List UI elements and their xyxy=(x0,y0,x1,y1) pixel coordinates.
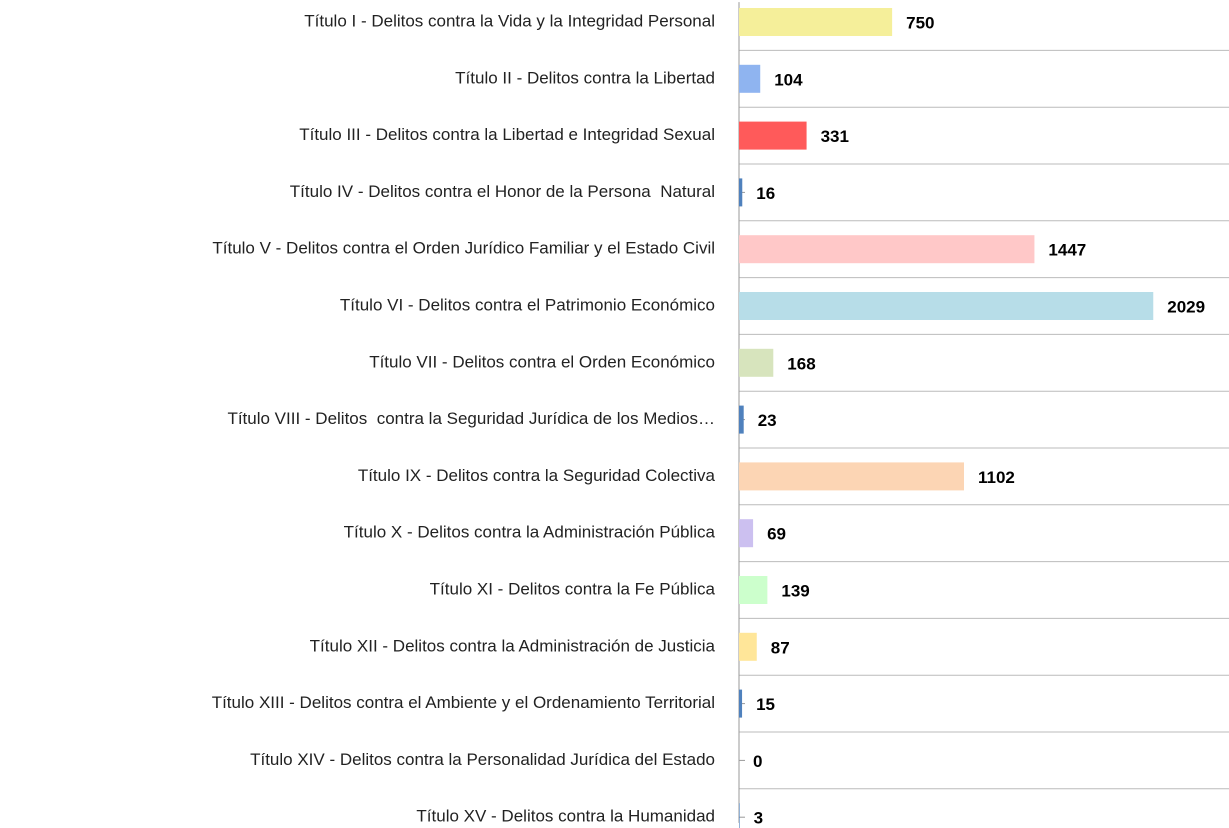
category-label: Título VIII - Delitos contra la Segurida… xyxy=(227,409,715,428)
bar xyxy=(739,689,743,718)
category-label: Título IX - Delitos contra la Seguridad … xyxy=(358,466,716,485)
bar xyxy=(739,519,754,548)
category-label: Título II - Delitos contra la Libertad xyxy=(455,68,715,87)
bar xyxy=(739,8,893,36)
bar xyxy=(739,121,807,150)
bar xyxy=(739,462,964,491)
bar xyxy=(739,64,761,93)
bar xyxy=(739,348,774,377)
value-label: 15 xyxy=(756,695,775,714)
value-label: 69 xyxy=(767,525,786,544)
category-label: Título XIV - Delitos contra la Personali… xyxy=(250,750,715,769)
bar xyxy=(739,178,743,207)
bar xyxy=(739,632,757,661)
value-label: 87 xyxy=(771,638,790,657)
value-label: 16 xyxy=(756,184,775,203)
value-label: 1102 xyxy=(978,468,1015,487)
category-label: Título V - Delitos contra el Orden Juríd… xyxy=(212,239,715,258)
bar xyxy=(739,405,744,434)
bar xyxy=(739,235,1035,264)
value-label: 0 xyxy=(753,752,762,771)
value-label: 331 xyxy=(821,127,849,146)
category-label: Título I - Delitos contra la Vida y la I… xyxy=(304,11,715,30)
value-label: 104 xyxy=(774,70,803,89)
category-label: Título VI - Delitos contra el Patrimonio… xyxy=(340,295,715,314)
value-label: 750 xyxy=(906,13,934,32)
value-label: 139 xyxy=(781,581,809,600)
value-label: 2029 xyxy=(1167,297,1205,316)
category-label: Título IV - Delitos contra el Honor de l… xyxy=(290,182,715,201)
category-label: Título XV - Delitos contra la Humanidad xyxy=(416,807,715,826)
value-label: 168 xyxy=(787,354,815,373)
category-label: Título VII - Delitos contra el Orden Eco… xyxy=(369,352,715,371)
bar xyxy=(739,803,740,828)
category-label: Título III - Delitos contra la Libertad … xyxy=(299,125,715,144)
bar xyxy=(739,292,1154,320)
value-label: 3 xyxy=(754,809,763,828)
value-label: 1447 xyxy=(1048,241,1086,260)
value-label: 23 xyxy=(758,411,777,430)
category-label: Título XII - Delitos contra la Administr… xyxy=(310,636,716,655)
category-label: Título XI - Delitos contra la Fe Pública xyxy=(430,579,716,598)
category-label: Título XIII - Delitos contra el Ambiente… xyxy=(212,693,715,712)
bar xyxy=(739,576,768,604)
category-label: Título X - Delitos contra la Administrac… xyxy=(344,523,716,542)
